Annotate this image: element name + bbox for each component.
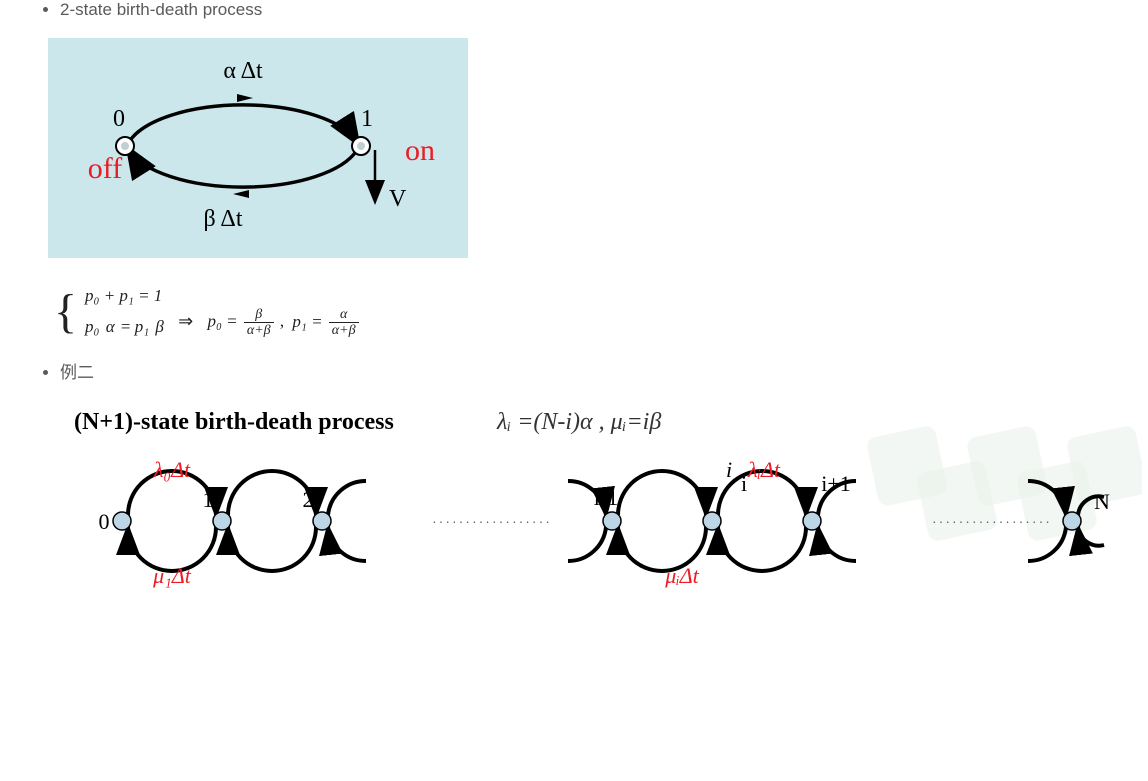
svg-text:α Δt: α Δt: [223, 58, 263, 84]
svg-text:0: 0: [113, 106, 125, 132]
svg-text:λ₀Δt: λ₀Δt: [153, 457, 191, 482]
svg-text:N: N: [1094, 489, 1110, 514]
bullet-2state: 2-state birth-death process 0 1 off on α Δt β…: [60, 0, 1128, 342]
frac-p0: β α+β: [244, 307, 274, 339]
svg-text:on: on: [405, 134, 435, 167]
eq-line-1: p₀ + p₁ = 1: [85, 281, 164, 312]
frac-p1: α α+β: [329, 307, 359, 339]
svg-text:off: off: [88, 152, 122, 185]
svg-text:i: i: [726, 457, 732, 482]
two-state-svg: 0 1 off on α Δt β Δt V: [48, 38, 468, 258]
svg-text:1: 1: [361, 106, 373, 132]
n1-state-figure: (N+1)-state birth-death process λᵢ =(N-i)…: [52, 401, 1128, 596]
implies-arrow: ⇒: [178, 311, 193, 331]
n1-state-svg: (N+1)-state birth-death process λᵢ =(N-i)…: [52, 401, 1142, 591]
svg-text:i+1: i+1: [821, 471, 851, 496]
svg-text:λᵢ =(N-i)α , μᵢ=iβ: λᵢ =(N-i)α , μᵢ=iβ: [496, 409, 661, 435]
eq-line-2: p₀ α = p₁ β: [85, 312, 164, 343]
svg-text:2: 2: [303, 487, 314, 512]
svg-text:(N+1)-state birth-death proces: (N+1)-state birth-death process: [74, 409, 394, 435]
math-block: { p₀ + p₁ = 1 p₀ α = p₁ β ⇒ p₀ =: [54, 281, 1128, 342]
svg-text:0: 0: [99, 509, 110, 534]
bullet-2state-label: 2-state birth-death process: [60, 0, 262, 19]
result-p0: p₀ =: [207, 312, 237, 331]
two-state-diagram: 0 1 off on α Δt β Δt V: [48, 38, 1128, 263]
left-brace: {: [54, 288, 77, 336]
svg-text:β Δt: β Δt: [204, 206, 243, 232]
svg-text:··················: ··················: [432, 513, 552, 529]
result-p1: p₁ =: [292, 312, 322, 331]
svg-text:··················: ··················: [932, 513, 1052, 529]
bullet-ex2-label: 例二: [60, 363, 94, 382]
bullet-ex2: 例二 (N+1)-state birth-death process λᵢ =(N…: [60, 358, 1128, 596]
svg-text:V: V: [389, 186, 407, 212]
svg-text:i: i: [741, 471, 747, 496]
svg-text:λᵢΔt: λᵢΔt: [747, 457, 781, 482]
svg-text:1: 1: [203, 487, 214, 512]
svg-text:μ₁Δt: μ₁Δt: [152, 563, 192, 588]
svg-text:μᵢΔt: μᵢΔt: [664, 563, 699, 588]
svg-text:i-1: i-1: [594, 485, 618, 510]
